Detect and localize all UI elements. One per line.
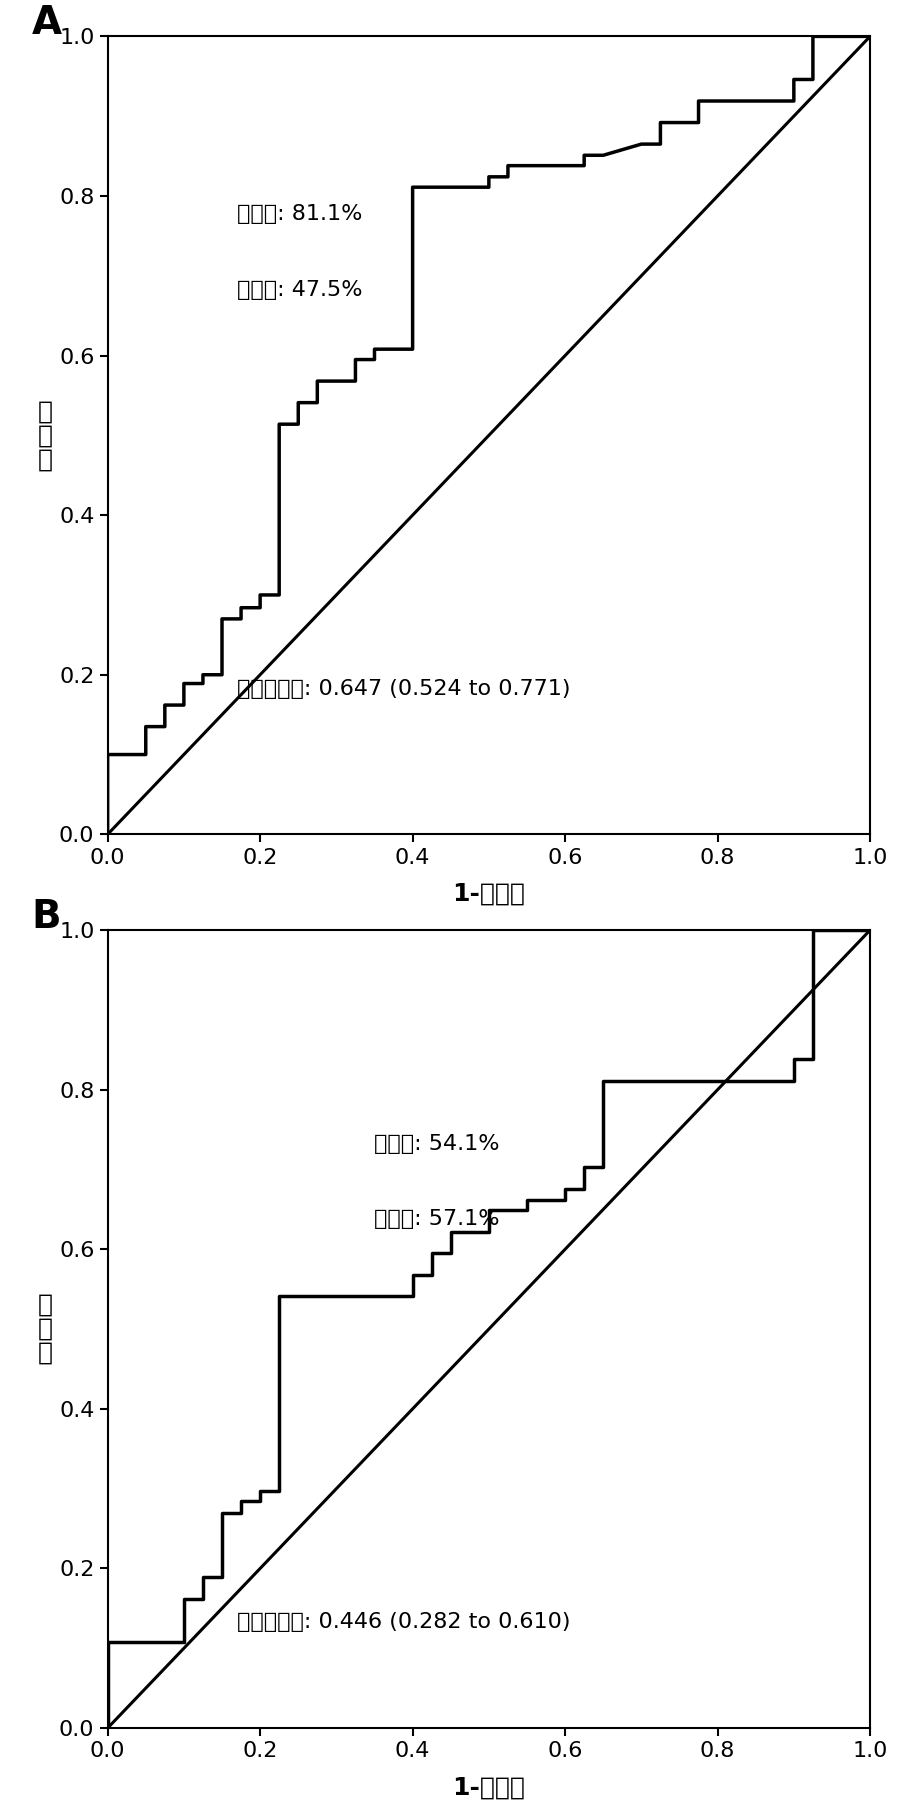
X-axis label: 1-特异性: 1-特异性 [452,1775,526,1799]
Text: A: A [31,4,62,42]
Text: 特异性: 47.5%: 特异性: 47.5% [237,280,362,300]
Y-axis label: 敏
感
度: 敏 感 度 [38,1293,53,1364]
Text: 敏感度: 54.1%: 敏感度: 54.1% [375,1133,500,1153]
Text: B: B [31,899,61,937]
Text: 特异性: 57.1%: 特异性: 57.1% [375,1210,500,1230]
Text: 曲线下面积: 0.647 (0.524 to 0.771): 曲线下面积: 0.647 (0.524 to 0.771) [237,678,570,698]
Text: 敏感度: 81.1%: 敏感度: 81.1% [237,204,362,224]
Text: 曲线下面积: 0.446 (0.282 to 0.610): 曲线下面积: 0.446 (0.282 to 0.610) [237,1612,570,1632]
X-axis label: 1-特异性: 1-特异性 [452,882,526,906]
Y-axis label: 敏
感
度: 敏 感 度 [38,400,53,471]
